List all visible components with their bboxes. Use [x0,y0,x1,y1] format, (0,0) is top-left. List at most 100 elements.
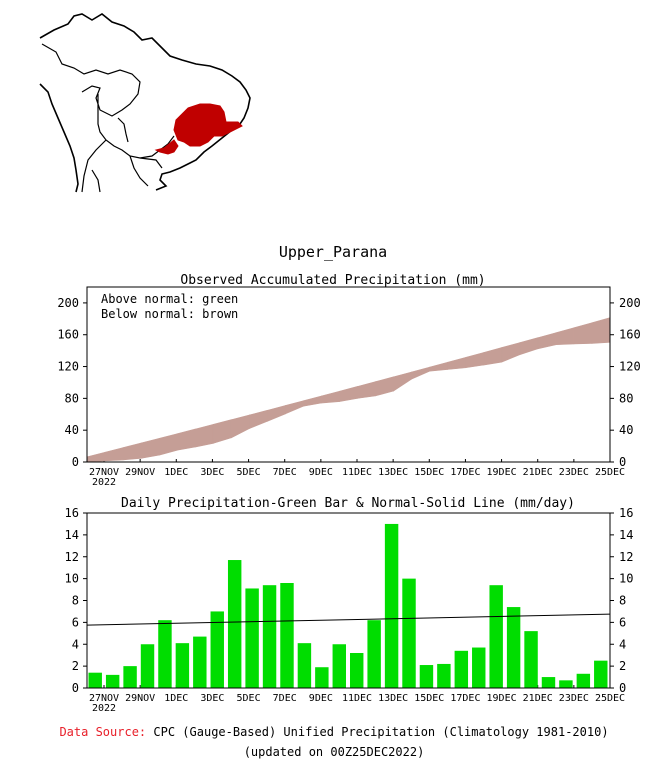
daily-ytick-label-left: 16 [65,506,79,520]
daily-bar [315,667,329,688]
daily-ytick-label-right: 16 [619,506,633,520]
accumulated-ytick-label-left: 40 [65,423,79,437]
below-normal-band [230,414,250,439]
coastline-west [39,83,79,193]
country-borders [41,43,175,193]
daily-bar [210,611,224,688]
daily-plot-area: 0 0 2 2 4 4 6 6 8 8 10 10 12 12 14 14 16 16 27NOV 29NOV 1DEC… [65,506,634,714]
accumulated-xtick-label: 9DEC [309,467,333,478]
accumulated-ytick-label-right: 160 [619,328,641,342]
below-normal-band [212,419,232,444]
daily-ytick-label-left: 6 [72,615,79,629]
locator-map [39,13,251,193]
daily-bar [280,583,294,688]
accumulated-ytick-label-right: 0 [619,455,626,469]
daily-bar [437,663,451,688]
below-normal-band [285,400,304,415]
below-normal-band [194,423,214,448]
daily-bar [402,578,416,688]
below-normal-band [465,352,485,369]
daily-bar [524,631,538,688]
daily-bar [123,666,137,688]
daily-ytick-label-right: 14 [619,528,633,542]
daily-year-label: 2022 [92,703,116,714]
accumulated-ytick-label-right: 120 [619,360,641,374]
accumulated-ytick-label-left: 200 [57,296,79,310]
daily-bar [384,523,399,688]
accumulated-ytick-label-left: 80 [65,391,79,405]
daily-ytick-label-left: 12 [65,550,79,564]
daily-ytick-label-right: 6 [619,615,626,629]
below-normal-band [104,447,124,462]
below-normal-band [519,337,539,356]
daily-xtick-label: 27NOV [89,693,119,704]
region-title: Upper_Parana [279,243,387,261]
below-normal-band [501,342,521,363]
daily-bar [506,607,521,688]
accumulated-xtick-label: 15DEC [414,467,444,478]
below-normal-band [267,405,286,422]
accumulated-xtick-label: 7DEC [273,467,297,478]
daily-ytick-label-right: 10 [619,572,633,586]
daily-chart: Daily Precipitation-Green Bar & Normal-S… [65,496,634,714]
daily-ytick-label-right: 0 [619,681,626,695]
below-normal-band [375,376,394,397]
below-normal-band [411,366,430,380]
daily-bar [454,650,469,688]
daily-bar [105,674,120,688]
coastline [39,13,251,191]
daily-xtick-label: 21DEC [523,693,553,704]
accumulated-xtick-label: 21DEC [523,467,553,478]
highlighted-basin [173,103,243,147]
below-normal-band [357,381,376,399]
accumulated-xtick-label: 17DEC [450,467,480,478]
daily-bar [227,560,242,688]
data-source-label: Data Source: [59,725,147,739]
daily-ytick-label-right: 4 [619,637,626,651]
below-normal-band [393,371,412,392]
below-normal-band [122,442,142,461]
daily-xtick-label: 17DEC [450,693,480,704]
daily-bar [489,585,503,688]
data-source-text: CPC (Gauge-Based) Unified Precipitation … [153,725,609,739]
accumulated-chart: Observed Accumulated Precipitation (mm) … [57,273,640,488]
normal-line [86,613,611,626]
daily-xtick-label: 19DEC [487,693,517,704]
accumulated-year-label: 2022 [92,477,116,488]
below-normal-band [339,386,358,402]
daily-chart-title: Daily Precipitation-Green Bar & Normal-S… [121,496,575,511]
daily-bar [350,653,364,688]
daily-xtick-label: 15DEC [414,693,444,704]
updated-line: (updated on 00Z25DEC2022) [243,745,425,759]
daily-bar [158,620,172,688]
daily-ytick-label-left: 0 [72,681,79,695]
below-normal-band [86,451,106,463]
daily-bar [297,643,312,688]
daily-xtick-label: 9DEC [309,693,333,704]
daily-xtick-label: 11DEC [342,693,372,704]
daily-xtick-label: 29NOV [125,693,155,704]
below-normal-band [555,327,575,346]
daily-xtick-label: 23DEC [559,693,589,704]
daily-ytick-label-right: 2 [619,659,626,673]
daily-xtick-label: 5DEC [237,693,261,704]
accumulated-xtick-label: 19DEC [487,467,517,478]
daily-xtick-label: 25DEC [595,693,625,704]
accumulated-xtick-label: 23DEC [559,467,589,478]
daily-bar [367,620,381,688]
daily-ytick-label-left: 4 [72,637,79,651]
accumulated-xtick-label: 25DEC [595,467,625,478]
data-source-line: Data Source: CPC (Gauge-Based) Unified P… [0,725,668,739]
below-normal-band [591,317,611,344]
accumulated-ytick-label-right: 80 [619,391,633,405]
below-normal-band [321,390,340,404]
daily-xtick-label: 7DEC [273,693,297,704]
below-normal-band [176,428,196,451]
daily-ytick-label-left: 2 [72,659,79,673]
legend-above-normal: Above normal: green [101,292,238,306]
daily-bar [576,673,591,688]
daily-ytick-label-right: 8 [619,594,626,608]
accumulated-xtick-label: 11DEC [342,467,372,478]
daily-bar [419,665,434,688]
